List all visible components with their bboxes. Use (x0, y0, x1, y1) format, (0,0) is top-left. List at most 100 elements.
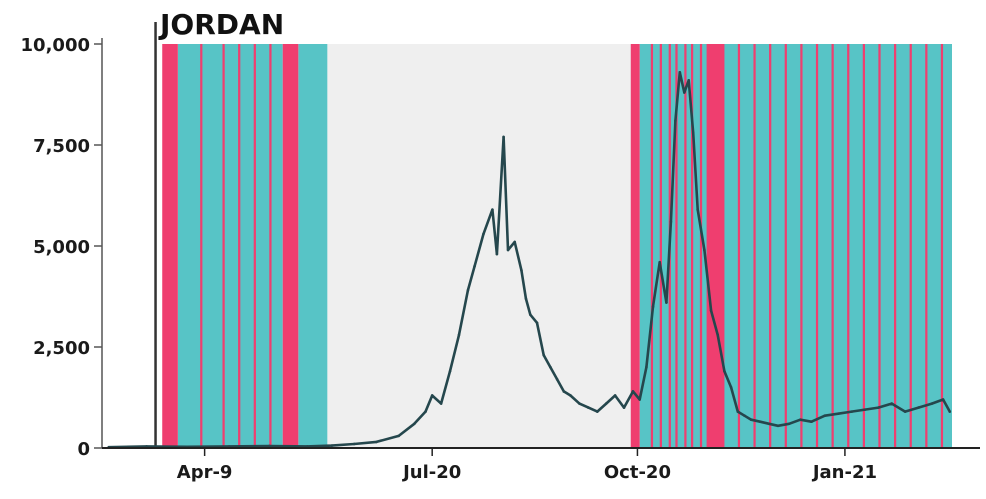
data-point (917, 406, 920, 409)
data-point (542, 353, 546, 357)
lockdown-band-full (650, 44, 654, 448)
lockdown-band-full (659, 44, 662, 448)
data-point (729, 386, 733, 389)
y-tick-label: 5,000 (33, 237, 90, 258)
data-point (491, 208, 494, 211)
lockdown-band-full (831, 44, 834, 448)
data-point (890, 402, 894, 405)
lockdown-band-full (690, 44, 694, 448)
data-point (562, 390, 566, 393)
lockdown-band-full (675, 44, 678, 448)
lockdown-band-partial (298, 44, 328, 448)
data-point (457, 333, 461, 337)
data-point (682, 91, 686, 94)
data-point (903, 410, 907, 413)
lockdown-band-full (784, 44, 787, 448)
data-point (787, 422, 791, 426)
data-point (823, 414, 827, 417)
data-point (850, 410, 853, 413)
data-point (613, 394, 617, 397)
y-tick-label: 2,500 (33, 338, 90, 359)
data-point (798, 418, 802, 422)
data-point (529, 313, 532, 316)
lockdown-band-full (909, 44, 912, 448)
data-point (736, 410, 740, 413)
data-point (836, 412, 840, 415)
y-tick-label: 0 (77, 439, 90, 460)
data-point (413, 422, 416, 426)
data-point (495, 252, 499, 256)
data-point (352, 442, 356, 446)
data-point (678, 70, 682, 74)
data-point (631, 390, 635, 393)
data-point (555, 378, 559, 381)
data-point (716, 333, 720, 337)
lockdown-band-full (925, 44, 928, 448)
data-point (482, 232, 485, 236)
data-point (506, 248, 510, 252)
lockdown-band-partial (177, 44, 283, 448)
lockdown-band-full (769, 44, 772, 448)
data-point (513, 240, 517, 244)
lockdown-band-full (737, 44, 741, 448)
data-point (687, 79, 691, 82)
data-point (691, 131, 695, 135)
data-point (604, 402, 608, 405)
lockdown-band-full (200, 44, 203, 448)
lockdown-band-full (753, 44, 756, 448)
data-point (658, 260, 662, 264)
data-point (466, 289, 470, 292)
data-point (665, 301, 668, 304)
data-point (709, 309, 713, 312)
lockdown-band-full (800, 44, 803, 448)
data-point (430, 394, 434, 397)
data-point (587, 406, 590, 409)
data-point (703, 248, 706, 252)
data-point (810, 420, 813, 424)
data-point (723, 369, 726, 373)
data-point (535, 321, 539, 325)
data-point (669, 220, 673, 224)
data-point (397, 434, 401, 438)
lockdown-band-full (684, 44, 687, 448)
data-point (651, 305, 655, 308)
data-point (877, 406, 880, 409)
x-tick-label: Oct-20 (604, 462, 671, 483)
data-point (569, 394, 572, 397)
lockdown-band-full (253, 44, 256, 448)
data-point (424, 410, 427, 413)
lockdown-band-full (940, 44, 944, 448)
data-point (330, 444, 334, 447)
lockdown-band-full (238, 44, 241, 448)
lockdown-band-full (815, 44, 819, 448)
lockdown-band-full (699, 44, 703, 448)
lockdown-band-full (630, 44, 640, 448)
data-point (645, 365, 648, 369)
data-point (863, 408, 867, 411)
x-tick-label: Apr-9 (177, 462, 233, 483)
lockdown-band-full (893, 44, 897, 448)
lockdown-band-full (847, 44, 850, 448)
data-point (948, 410, 952, 413)
lockdown-band-full (878, 44, 881, 448)
data-point (595, 410, 599, 413)
data-point (767, 422, 771, 426)
y-tick-label: 10,000 (21, 35, 90, 56)
data-point (743, 414, 746, 417)
data-point (520, 268, 523, 272)
data-point (696, 208, 699, 211)
data-point (758, 420, 762, 424)
axes: 0 2,500 5,000 7,500 10,000 Apr-9 Jul-20 Oct-20 J… (21, 35, 980, 483)
data-point (930, 402, 934, 405)
lockdown-band-full (269, 44, 272, 448)
data-point (448, 369, 452, 373)
lockdown-band-full (862, 44, 865, 448)
lockdown-band-full (706, 44, 725, 448)
data-point (268, 444, 271, 448)
data-point (524, 297, 528, 300)
data-point (941, 398, 945, 401)
data-point (622, 406, 626, 409)
data-point (439, 402, 443, 405)
